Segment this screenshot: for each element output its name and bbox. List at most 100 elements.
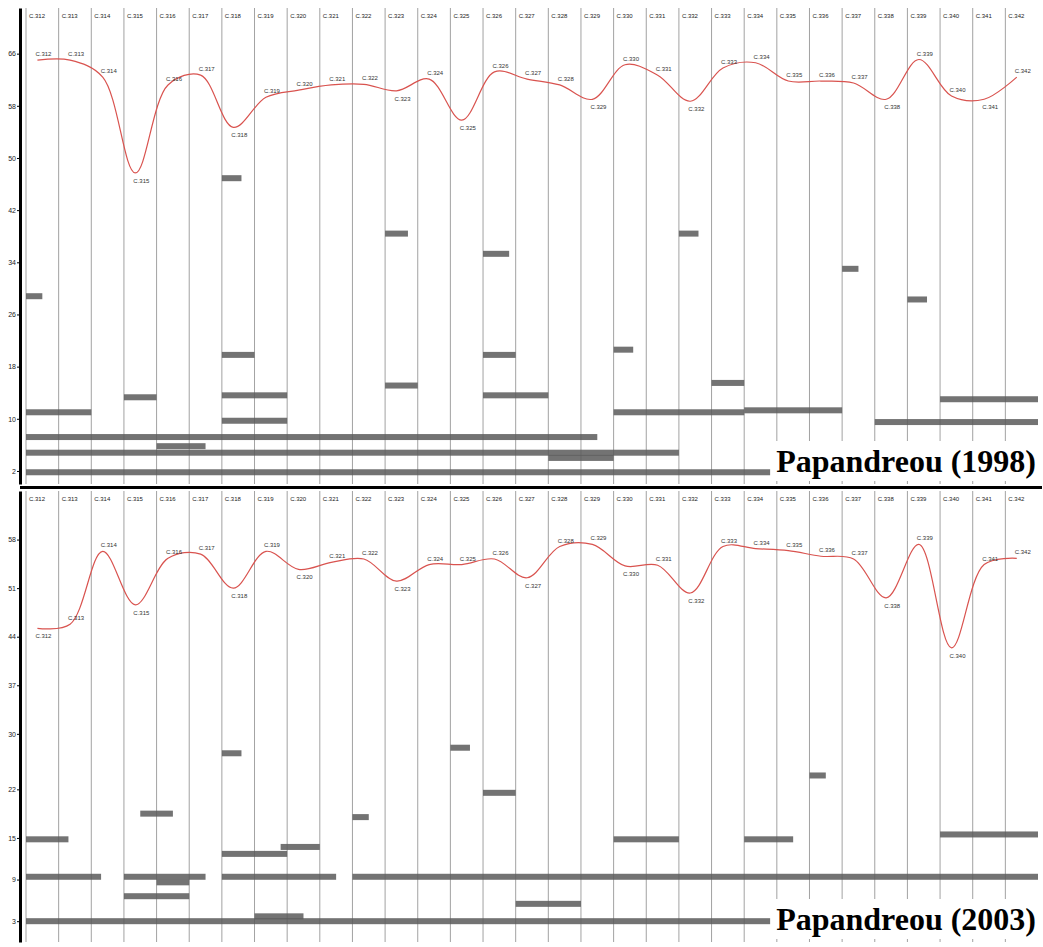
partial [222,352,255,358]
tick-mark [17,637,20,638]
column-labels: C.312C.313C.314C.315C.316C.317C.318C.319… [29,496,1025,502]
partial [809,772,825,778]
partial [222,874,336,880]
partial [222,418,287,424]
tick-label: 58 [8,103,16,110]
column-line [907,8,908,484]
tick-mark [17,471,20,472]
column-label: C.317 [192,496,209,502]
tick: 44 [8,633,20,640]
tick-mark [17,921,20,922]
point-label: C.321 [329,553,346,559]
column-line [319,8,320,484]
column-label: C.334 [747,496,764,502]
tick: 26 [8,311,20,318]
column-label: C.331 [649,13,666,19]
tick-mark [17,734,20,735]
partial [450,745,470,751]
column-line [548,8,549,484]
column-label: C.312 [29,496,46,502]
column-label: C.318 [225,13,242,19]
tick-label: 3 [12,918,16,925]
tick-mark [17,685,20,686]
partial [26,434,597,440]
column-label: C.314 [94,13,111,19]
partial [548,455,613,461]
point-label: C.312 [35,633,52,639]
tick-label: 51 [8,585,16,592]
column-label: C.342 [1008,13,1025,19]
point-label: C.320 [297,81,314,87]
column-line [417,8,418,484]
tick-label: 50 [8,155,16,162]
column-label: C.318 [225,496,242,502]
point-label: C.338 [884,603,901,609]
column-label: C.332 [682,13,699,19]
column-label: C.334 [747,13,764,19]
column-label: C.323 [388,13,405,19]
column-label: C.326 [486,13,503,19]
tick: 34 [8,259,20,266]
column-label: C.323 [388,496,405,502]
partial [26,874,101,880]
title-background [770,899,1040,939]
contour-line [37,59,1016,173]
axis-line [19,9,22,485]
plot-area [26,543,1038,925]
column-line [483,8,484,484]
column-label: C.336 [812,13,829,19]
partial [222,750,242,756]
tick-label: 66 [8,50,16,57]
tick-label: 42 [8,207,16,214]
point-label: C.336 [819,72,836,78]
partial [614,409,745,415]
partial [940,396,1038,402]
point-label: C.325 [460,125,477,131]
tick: 30 [8,731,20,738]
tick-mark [17,54,20,55]
point-label: C.318 [231,132,248,138]
partial [842,266,858,272]
partial [483,790,516,796]
partial [222,175,242,181]
point-label: C.341 [982,556,999,562]
column-label: C.340 [943,13,960,19]
point-label: C.342 [1015,549,1032,555]
partial [744,407,842,413]
tick-label: 10 [8,416,16,423]
column-label: C.322 [355,496,372,502]
column-label: C.313 [62,496,79,502]
column-line [156,8,157,484]
partial [907,296,927,302]
column-label: C.324 [421,13,438,19]
point-label: C.322 [362,550,379,556]
tick-label: 44 [8,633,16,640]
tick-mark [17,314,20,315]
panel-title: Papandreou (1998) [776,443,1036,479]
point-label: C.315 [133,610,150,616]
tick-mark [17,588,20,589]
partial [385,383,418,389]
point-label: C.333 [721,59,738,65]
point-label: C.327 [525,70,542,76]
tick-mark [17,419,20,420]
tick: 2 [12,468,20,475]
point-label: C.340 [949,653,966,659]
column-line [1005,8,1006,484]
figure: 21018263442505866C.312C.313C.314C.315C.3… [0,0,1043,947]
panel-title: Papandreou (2003) [776,901,1036,937]
partial [483,251,509,257]
partial [385,231,408,237]
point-label: C.339 [917,51,934,57]
column-label: C.333 [715,496,732,502]
column-line [287,8,288,484]
point-label: C.325 [460,556,477,562]
partial [281,844,320,850]
column-label: C.340 [943,496,960,502]
point-label: C.316 [166,76,183,82]
tick-label: 37 [8,682,16,689]
point-label: C.317 [199,545,216,551]
partial [124,893,189,899]
tick: 15 [8,835,20,842]
column-label: C.338 [878,13,895,19]
